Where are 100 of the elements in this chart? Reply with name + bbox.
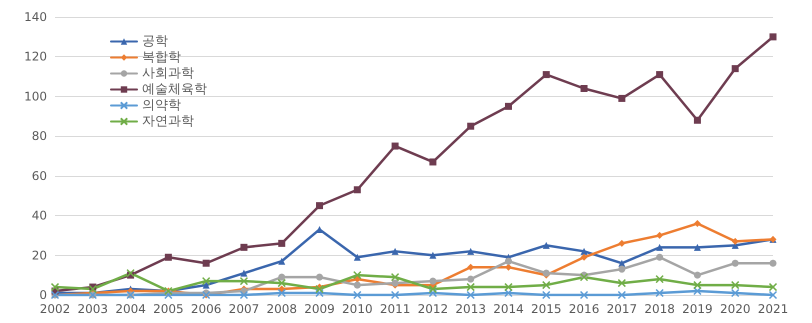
x-tick-label: 2008: [266, 302, 298, 316]
x-tick-label: 2003: [78, 302, 108, 316]
x-tick-label: 2017: [606, 302, 638, 316]
point: [315, 288, 324, 298]
point: [693, 286, 702, 296]
y-tick-label: 140: [24, 10, 47, 24]
point: [277, 278, 286, 288]
point: [278, 258, 286, 265]
point: [392, 248, 399, 255]
x-tick-label: 2012: [418, 302, 448, 316]
point: [694, 244, 701, 251]
point: [202, 260, 210, 267]
point: [730, 288, 740, 298]
legend-label: 공학: [142, 34, 168, 49]
x-tick-label: 2006: [190, 302, 222, 316]
point: [428, 288, 438, 298]
x-tick-label: 2009: [304, 302, 335, 316]
x-tick-label: 2019: [682, 302, 713, 316]
point: [429, 158, 436, 166]
legend-label: 복합학: [142, 50, 181, 65]
point: [88, 284, 98, 294]
x-tick-label: 2002: [40, 302, 70, 316]
point: [694, 220, 701, 228]
point: [730, 280, 740, 290]
point: [542, 290, 551, 300]
x-tick-label: 2004: [115, 302, 146, 316]
point: [467, 122, 474, 130]
point: [353, 290, 362, 300]
legend-label: 사회과학: [142, 66, 194, 81]
point: [618, 266, 626, 273]
point: [278, 240, 286, 247]
point: [580, 290, 588, 300]
point: [542, 280, 551, 290]
point: [768, 290, 778, 300]
point: [354, 282, 361, 289]
point: [390, 290, 400, 300]
point: [429, 252, 436, 259]
y-tick-label: 20: [32, 248, 47, 262]
point: [618, 240, 626, 247]
y-tick-label: 0: [39, 288, 47, 302]
point: [240, 290, 248, 300]
point: [580, 84, 588, 92]
point: [694, 116, 701, 124]
point: [580, 254, 588, 261]
point: [316, 274, 324, 281]
point: [467, 248, 474, 255]
y-tick-label: 80: [32, 129, 47, 144]
point: [50, 282, 60, 292]
point: [316, 202, 324, 210]
x-tick-label: 2013: [455, 302, 486, 316]
point: [618, 290, 626, 300]
x-tick-label: 2005: [153, 302, 184, 316]
legend-label: 자연과학: [142, 114, 194, 129]
x-tick-label: 2010: [342, 302, 373, 316]
point: [467, 276, 474, 283]
point: [542, 242, 550, 249]
point: [770, 33, 776, 40]
point: [504, 258, 512, 265]
point: [694, 272, 701, 279]
y-tick-label: 100: [24, 89, 47, 104]
point: [202, 282, 210, 289]
x-tick-label: 2011: [380, 302, 410, 316]
x-tick-label: 2007: [228, 302, 260, 316]
x-tick-label: 2020: [720, 302, 750, 316]
point: [392, 142, 399, 150]
x-tick-label: 2014: [493, 302, 524, 316]
point: [429, 278, 436, 285]
legend-label: 예술체육학: [142, 82, 207, 97]
point: [466, 282, 475, 292]
legend-label: 의약학: [142, 98, 181, 113]
point: [693, 280, 702, 290]
point: [278, 274, 286, 281]
x-tick-label: 2015: [530, 302, 562, 316]
x-tick-label: 2021: [758, 302, 788, 316]
point: [504, 102, 512, 110]
point: [655, 288, 664, 298]
point: [240, 244, 248, 251]
x-tick-label: 2018: [644, 302, 675, 316]
y-tick-label: 120: [24, 50, 47, 64]
point: [240, 270, 248, 277]
y-tick-label: 40: [32, 208, 47, 223]
point: [316, 226, 324, 233]
point: [618, 94, 626, 102]
point: [354, 186, 361, 194]
point: [732, 65, 739, 72]
point: [656, 254, 664, 261]
point: [656, 232, 664, 239]
point: [770, 260, 776, 267]
point: [466, 290, 475, 300]
point: [315, 284, 324, 294]
point: [656, 71, 664, 78]
point: [732, 260, 739, 267]
point: [164, 254, 172, 261]
point: [277, 288, 286, 298]
point: [164, 290, 173, 300]
point: [580, 248, 588, 255]
point: [504, 288, 513, 298]
x-tick-label: 2016: [568, 302, 600, 316]
point: [428, 284, 438, 294]
point: [655, 274, 664, 284]
